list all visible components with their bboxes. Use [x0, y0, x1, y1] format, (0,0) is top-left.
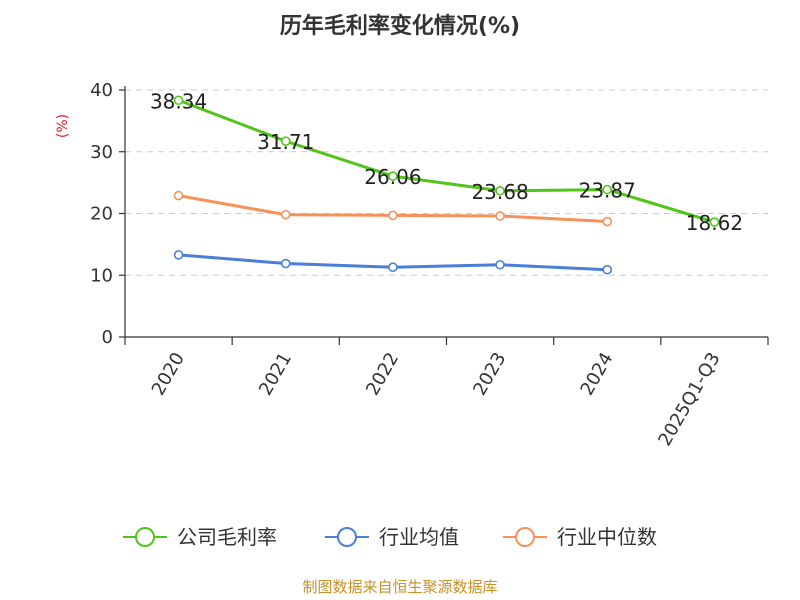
data-label: 23.87 — [579, 179, 636, 203]
legend: 公司毛利率 行业均值 行业中位数 — [123, 525, 657, 549]
legend-marker — [337, 527, 357, 547]
x-tick-label: 2024 — [576, 349, 617, 399]
y-tick-label: 10 — [90, 265, 113, 286]
series-line — [178, 98, 715, 224]
y-axis-ticks: 0 10 20 30 40 — [90, 80, 125, 348]
data-point — [602, 216, 613, 227]
x-tick-label: 2021 — [255, 349, 296, 399]
data-label: 26.06 — [364, 165, 421, 189]
x-tick-label: 2023 — [469, 349, 510, 399]
series-1 — [173, 250, 613, 275]
data-point — [602, 184, 613, 195]
source-note: 制图数据来自恒生聚源数据库 — [302, 578, 497, 596]
data-point — [280, 258, 291, 269]
chart-title: 历年毛利率变化情况(%) — [280, 13, 520, 39]
data-point — [173, 250, 184, 260]
data-label: 18.62 — [686, 211, 743, 235]
data-point — [280, 136, 291, 146]
legend-marker — [135, 527, 155, 547]
x-tick-label: 2022 — [362, 349, 403, 399]
legend-label: 行业中位数 — [557, 525, 657, 549]
data-point — [709, 217, 720, 227]
data-point — [388, 171, 398, 181]
data-label: 31.71 — [257, 130, 314, 154]
data-labels: 38.34 31.71 26.06 23.68 23.87 18.62 — [150, 89, 743, 235]
legend-item-1: 行业均值 — [325, 525, 459, 549]
data-point — [495, 211, 505, 221]
data-point — [173, 190, 184, 201]
legend-item-0: 公司毛利率 — [123, 525, 277, 549]
legend-marker — [515, 527, 535, 547]
y-tick-label: 30 — [90, 142, 113, 163]
x-axis-ticks: 2020 2021 2022 2023 2024 2025Q1-Q3 — [124, 337, 769, 450]
y-axis-label: (%) — [55, 114, 71, 138]
legend-label: 行业均值 — [379, 525, 459, 549]
data-point — [388, 210, 398, 221]
data-point — [495, 259, 505, 270]
data-point — [495, 185, 505, 196]
series-group — [173, 95, 720, 275]
y-tick-label: 20 — [90, 204, 113, 225]
data-label: 38.34 — [150, 89, 207, 113]
data-label: 23.68 — [471, 180, 528, 204]
x-tick-label: 2025Q1-Q3 — [654, 349, 724, 450]
legend-label: 公司毛利率 — [177, 525, 277, 549]
y-tick-label: 40 — [90, 80, 113, 101]
series-0 — [173, 95, 720, 227]
data-point — [602, 264, 613, 275]
axes — [124, 86, 768, 338]
data-point — [388, 262, 398, 273]
legend-item-2: 行业中位数 — [503, 525, 657, 549]
data-point — [280, 209, 291, 220]
y-tick-label: 0 — [102, 327, 113, 348]
x-tick-label: 2020 — [148, 349, 189, 399]
data-point — [173, 95, 184, 106]
series-2 — [173, 190, 613, 227]
grid-lines — [125, 89, 768, 276]
